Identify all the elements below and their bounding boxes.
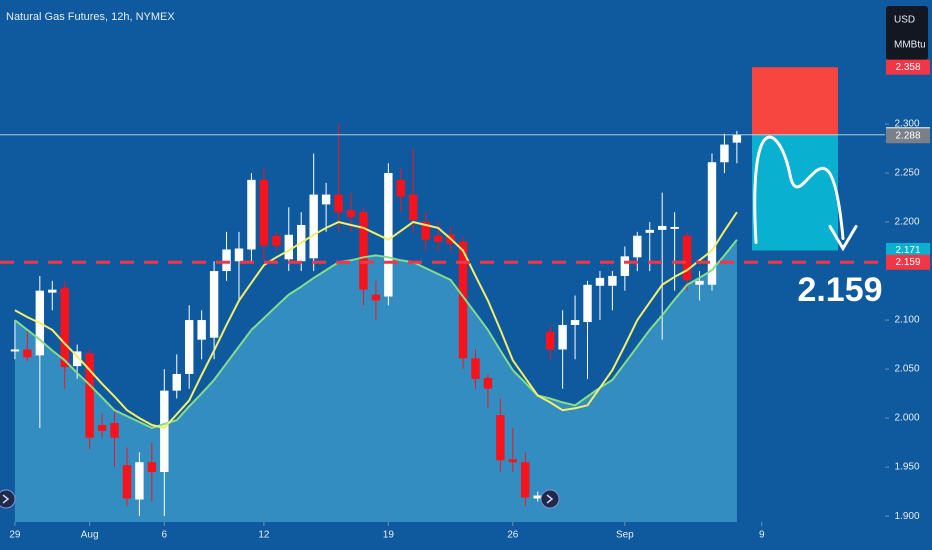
candle-body [346, 210, 356, 218]
candle-body [521, 462, 530, 498]
y-tick-label: 2.100 [894, 315, 919, 326]
callout-text: 2.159 [797, 271, 882, 309]
candle-body [645, 229, 654, 233]
candle-body [595, 277, 605, 286]
candle-body [209, 271, 219, 338]
chart-title: Natural Gas Futures, 12h, NYMEX [6, 11, 175, 23]
candle-body [433, 235, 443, 242]
replay-arrow [2, 494, 10, 504]
candle-body [48, 289, 57, 293]
candle-body [321, 194, 331, 205]
plot-area [10, 124, 742, 522]
candle-body [583, 284, 592, 323]
candle-body [247, 179, 256, 250]
candle-body [633, 235, 642, 258]
candle-body [533, 495, 542, 499]
candle-body [184, 320, 194, 374]
candle-body [732, 134, 742, 143]
candle-body [682, 235, 692, 280]
x-tick-label: 19 [383, 530, 395, 541]
candle-body [545, 331, 555, 350]
overlay-line [14, 239, 738, 429]
unit-box[interactable] [886, 6, 928, 60]
arrow-head [828, 224, 858, 252]
candle-body [97, 424, 107, 431]
candle-body [558, 324, 567, 350]
x-tick-label: Aug [81, 530, 99, 541]
x-tick-label: 6 [162, 530, 168, 541]
unit-measure: MMBtu [894, 40, 926, 51]
x-tick-label: 29 [9, 530, 21, 541]
candle-body [508, 459, 518, 463]
price-label-box [886, 128, 930, 144]
price-label: 2.159 [895, 257, 920, 268]
candle-body [334, 194, 343, 213]
candle-body [359, 212, 368, 290]
candle-body [122, 465, 132, 499]
candle-body [23, 349, 32, 358]
candle-body [60, 287, 69, 368]
candle-body [421, 222, 430, 240]
candle-body [670, 226, 679, 229]
candle-body [608, 275, 617, 286]
candle-body [409, 194, 418, 221]
stop-zone [752, 67, 838, 135]
overlay-area [14, 239, 737, 522]
candle-body [707, 162, 717, 285]
candle-body [284, 234, 293, 260]
candle-body [620, 256, 630, 276]
y-tick-label: 2.300 [894, 119, 919, 130]
candle-body [259, 179, 269, 246]
candle-body [172, 373, 181, 391]
candle-body [483, 377, 493, 389]
candle-body [147, 462, 157, 473]
candle-body [222, 249, 231, 272]
candle-body [570, 320, 580, 325]
candle-body [234, 248, 244, 262]
candle-body [160, 390, 169, 473]
curve-arrow [753, 135, 845, 244]
y-tick-label: 1.900 [894, 511, 919, 522]
overlay-line [14, 211, 738, 430]
price-label: 2.288 [895, 130, 920, 141]
price-label: 2.358 [895, 62, 920, 73]
x-tick-label: Sep [616, 530, 634, 541]
candle-body [371, 294, 381, 301]
unit-currency: USD [894, 15, 915, 26]
candle-body [135, 462, 144, 500]
price-label: 2.171 [895, 245, 920, 256]
price-label-box [886, 242, 930, 258]
candle-body [309, 194, 318, 259]
candle-body [110, 422, 119, 438]
candle-body [272, 235, 281, 246]
y-tick-label: 2.050 [894, 364, 919, 375]
price-label-box [886, 254, 930, 270]
candle-body [695, 280, 704, 285]
candle-body [72, 351, 82, 367]
target-zone [752, 134, 838, 251]
x-tick-label: 26 [507, 530, 519, 541]
x-tick-label: 12 [258, 530, 270, 541]
candle-body [396, 179, 406, 197]
candle-body [384, 173, 393, 297]
candle-body [496, 415, 505, 461]
candle-body [10, 349, 20, 352]
candle-body [471, 358, 480, 379]
candle-body [720, 144, 729, 163]
y-tick-label: 2.250 [894, 168, 919, 179]
event-icon[interactable] [540, 489, 560, 509]
y-tick-label: 2.200 [894, 217, 919, 228]
y-tick-label: 2.000 [894, 413, 919, 424]
x-tick-label: 9 [759, 530, 765, 541]
candle-body [458, 241, 468, 359]
candle-body [197, 320, 206, 340]
event-arrow [546, 494, 554, 504]
candle-body [657, 225, 667, 230]
y-tick-label: 1.950 [894, 462, 919, 473]
price-label-box [886, 59, 930, 75]
candle-body [85, 353, 94, 438]
